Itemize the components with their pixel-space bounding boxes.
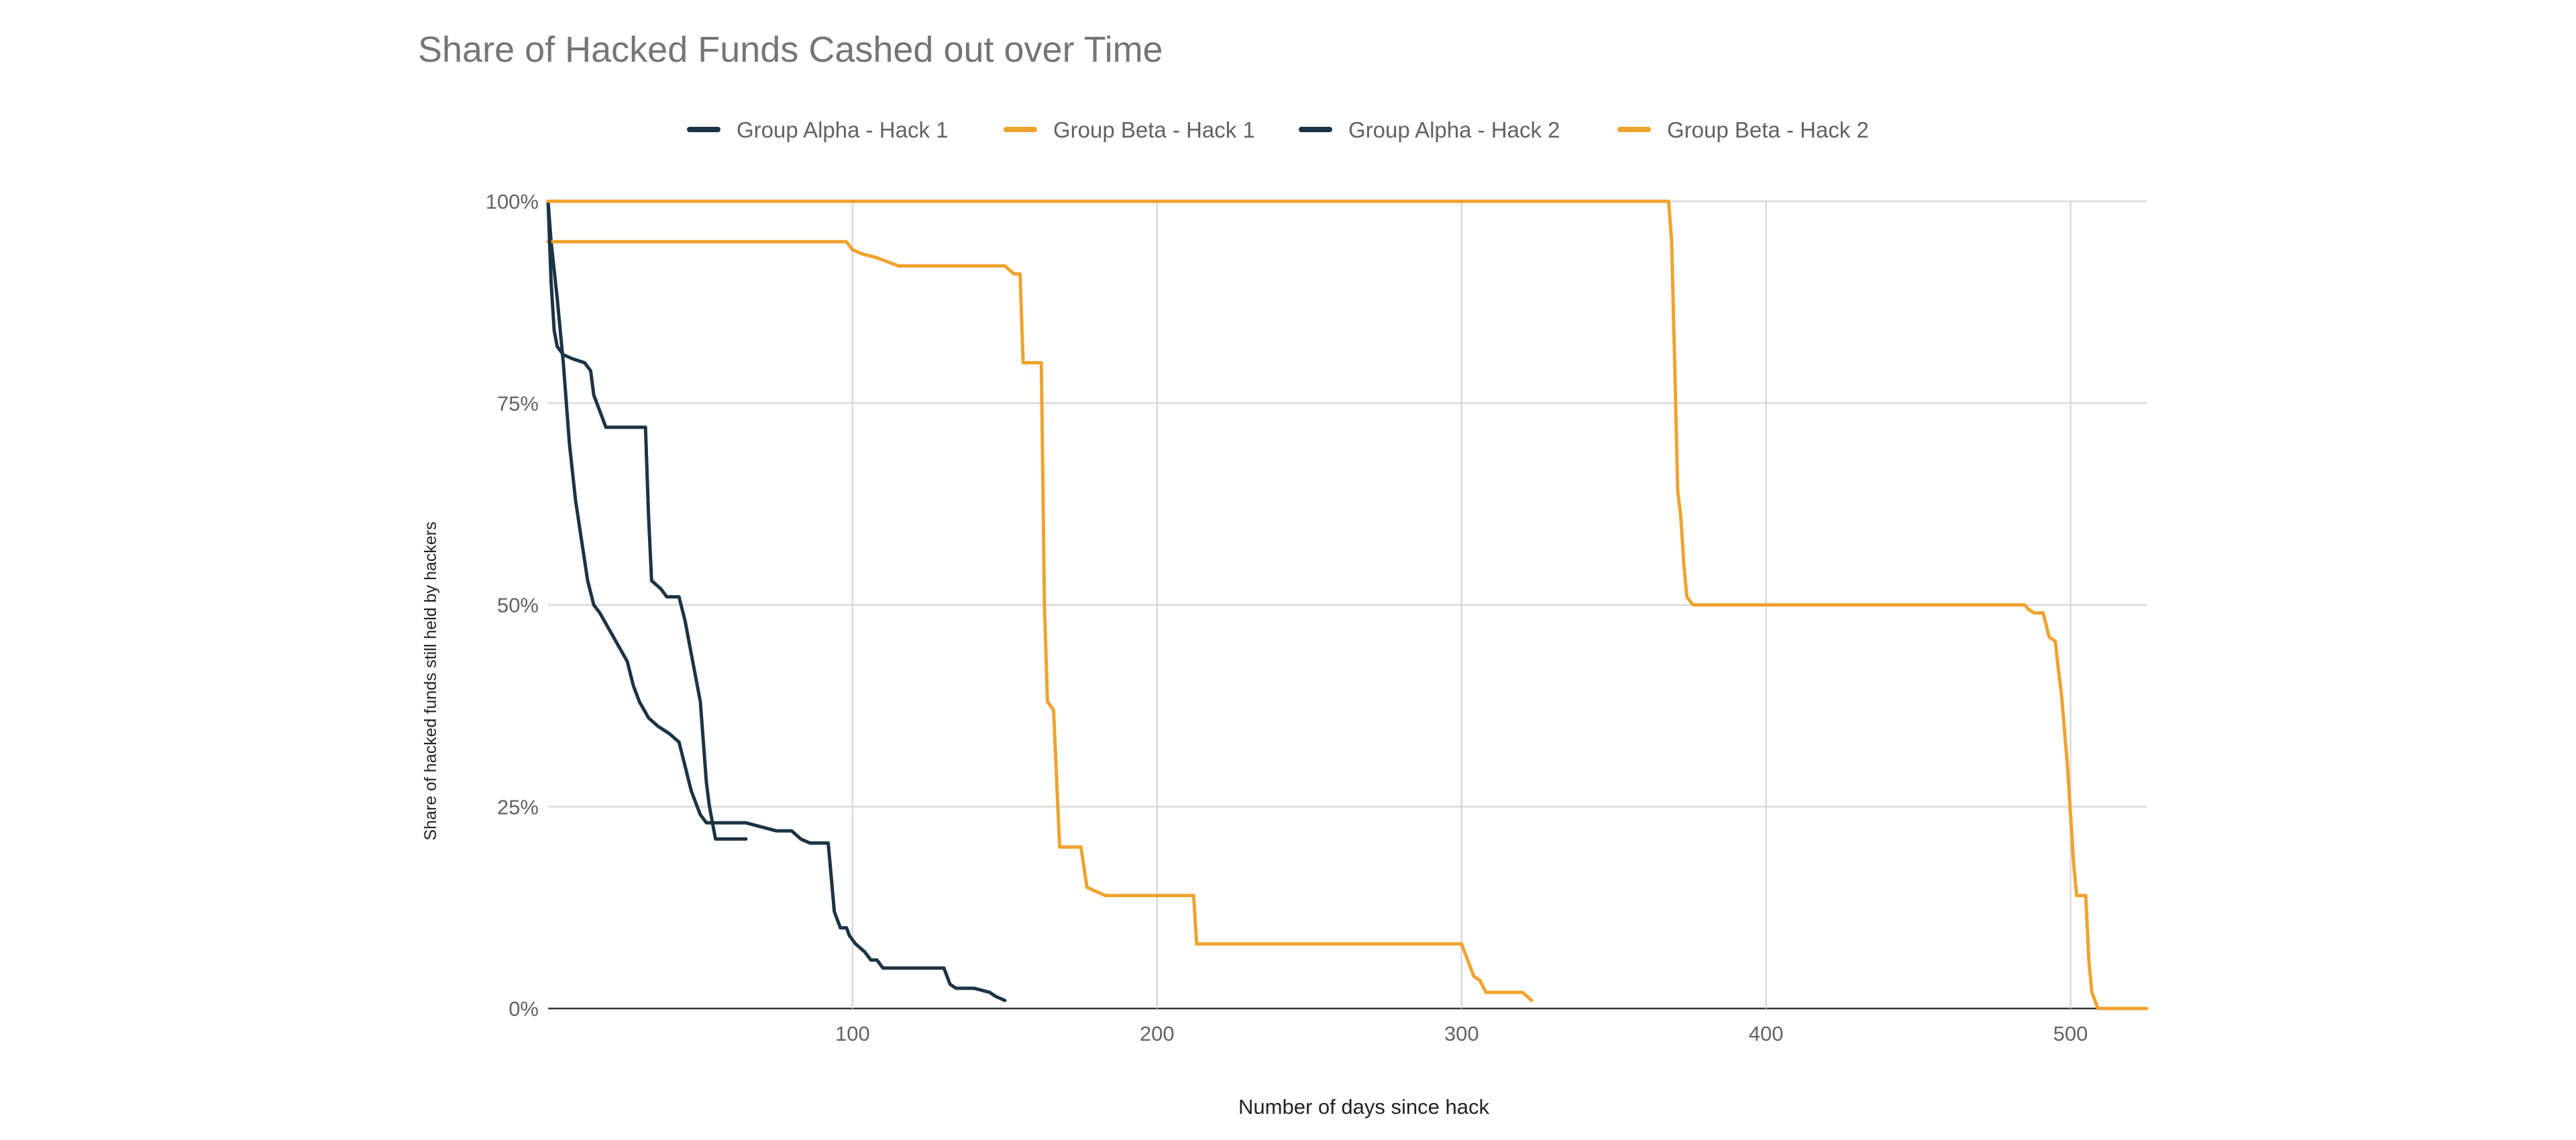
series-line-2	[546, 240, 1534, 1002]
x-tick-label: 200	[1140, 1022, 1175, 1045]
legend-label: Group Alpha - Hack 1	[737, 117, 949, 142]
x-axis-label: Number of days since hack	[1238, 1095, 1489, 1119]
series-line-3	[546, 199, 748, 841]
x-tick-label: 300	[1444, 1022, 1479, 1045]
tick-labels: 0% 25% 50% 75% 100% 100 200 300 400 500	[486, 190, 2088, 1045]
x-tick-label: 500	[2053, 1022, 2088, 1045]
y-tick-label: 25%	[497, 795, 539, 819]
y-tick-label: 100%	[486, 190, 539, 213]
x-tick-label: 400	[1749, 1022, 1784, 1045]
series-line-4	[546, 199, 2149, 1011]
series-line-1	[546, 199, 1007, 1002]
x-tick-label: 100	[835, 1022, 870, 1045]
y-tick-label: 0%	[508, 997, 539, 1021]
y-tick-label: 75%	[497, 392, 539, 415]
chart-title: Share of Hacked Funds Cashed out over Ti…	[418, 30, 1163, 70]
y-axis-label: Share of hacked funds still held by hack…	[421, 521, 440, 840]
series-lines	[546, 199, 2149, 1011]
legend: Group Alpha - Hack 1 Group Beta - Hack 1 G…	[687, 117, 1869, 142]
legend-label: Group Beta - Hack 1	[1053, 117, 1255, 142]
legend-label: Group Beta - Hack 2	[1667, 117, 1869, 142]
y-tick-label: 50%	[497, 594, 539, 617]
legend-label: Group Alpha - Hack 2	[1348, 117, 1560, 142]
